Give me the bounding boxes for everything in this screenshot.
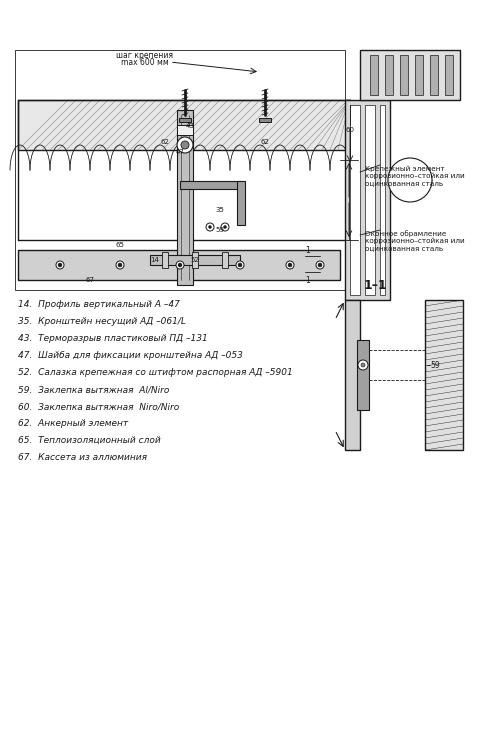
Bar <box>430 55 438 95</box>
Circle shape <box>177 137 193 153</box>
Bar <box>177 125 193 135</box>
Circle shape <box>238 263 242 267</box>
Circle shape <box>116 261 124 269</box>
Text: 59: 59 <box>216 227 224 233</box>
Circle shape <box>206 223 214 231</box>
Text: 52.  Салазка крепежная со штифтом распорная АД –5901: 52. Салазка крепежная со штифтом распорн… <box>18 368 293 377</box>
Bar <box>425 300 463 450</box>
Bar <box>192 252 198 268</box>
Text: 62: 62 <box>260 139 270 145</box>
Bar <box>18 100 350 150</box>
Bar <box>357 340 369 410</box>
Text: 1–1: 1–1 <box>363 278 387 292</box>
Bar <box>180 181 240 189</box>
Circle shape <box>236 261 244 269</box>
Bar <box>415 55 423 95</box>
Text: 47.  Шайба для фиксации кронштейна АД –053: 47. Шайба для фиксации кронштейна АД –05… <box>18 351 243 360</box>
Bar <box>345 300 360 450</box>
Circle shape <box>176 261 184 269</box>
Text: 52: 52 <box>190 257 200 263</box>
Circle shape <box>118 263 122 267</box>
Text: 65.  Теплоизоляционный слой: 65. Теплоизоляционный слой <box>18 436 161 445</box>
Bar <box>380 105 385 295</box>
Text: 47: 47 <box>176 149 184 155</box>
Bar <box>177 110 193 285</box>
Bar <box>18 250 340 280</box>
Text: Крепежный элемент
коррозионно–стойкая или
оцинкованная сталь: Крепежный элемент коррозионно–стойкая ил… <box>365 165 465 186</box>
Bar <box>350 105 360 295</box>
Text: шаг крепения: шаг крепения <box>116 50 173 59</box>
Circle shape <box>286 261 294 269</box>
Text: 43: 43 <box>186 123 194 129</box>
Text: 43.  Терморазрыв пластиковый ПД –131: 43. Терморазрыв пластиковый ПД –131 <box>18 334 208 343</box>
Circle shape <box>288 263 292 267</box>
Text: 14.  Профиль вертикальный А –47: 14. Профиль вертикальный А –47 <box>18 300 180 309</box>
Bar <box>237 181 245 225</box>
Text: 60: 60 <box>346 127 354 133</box>
Circle shape <box>361 363 365 367</box>
Text: 35: 35 <box>216 207 224 213</box>
Text: 62: 62 <box>160 139 170 145</box>
Text: 1: 1 <box>305 275 310 284</box>
Bar <box>179 118 191 122</box>
Text: 67.  Кассета из аллюминия: 67. Кассета из аллюминия <box>18 453 147 462</box>
Circle shape <box>316 261 324 269</box>
Text: 59: 59 <box>430 360 440 369</box>
Circle shape <box>224 226 226 229</box>
Bar <box>400 55 408 95</box>
Bar <box>360 50 460 100</box>
Circle shape <box>58 263 62 267</box>
Text: 1: 1 <box>305 246 310 255</box>
Bar <box>445 55 453 95</box>
Circle shape <box>318 263 322 267</box>
Text: max 600 мм: max 600 мм <box>121 58 169 67</box>
Text: 59.  Заклепка вытяжная  Al/Niro: 59. Заклепка вытяжная Al/Niro <box>18 385 170 394</box>
Bar <box>345 100 390 300</box>
Bar <box>365 105 375 295</box>
Bar <box>385 55 393 95</box>
Text: Оконное обрамление
коррозионно–стойкая или
оцинкованная сталь: Оконное обрамление коррозионно–стойкая и… <box>365 230 465 252</box>
Text: 65: 65 <box>116 242 124 248</box>
Circle shape <box>221 223 229 231</box>
Circle shape <box>208 226 212 229</box>
Text: 35.  Кронштейн несущий АД –061/L: 35. Кронштейн несущий АД –061/L <box>18 317 186 326</box>
Circle shape <box>56 261 64 269</box>
Bar <box>162 252 168 268</box>
Circle shape <box>388 158 432 202</box>
Text: 14: 14 <box>150 257 160 263</box>
Circle shape <box>181 141 189 149</box>
Bar <box>370 55 378 95</box>
Text: 67: 67 <box>86 277 94 283</box>
Circle shape <box>178 263 182 267</box>
Text: 60.  Заклепка вытяжная  Niro/Niro: 60. Заклепка вытяжная Niro/Niro <box>18 402 179 411</box>
Bar <box>259 118 271 122</box>
Bar <box>222 252 228 268</box>
Text: 62.  Анкерный элемент: 62. Анкерный элемент <box>18 419 128 428</box>
Bar <box>150 255 240 265</box>
Circle shape <box>358 360 368 370</box>
Bar <box>15 50 345 290</box>
